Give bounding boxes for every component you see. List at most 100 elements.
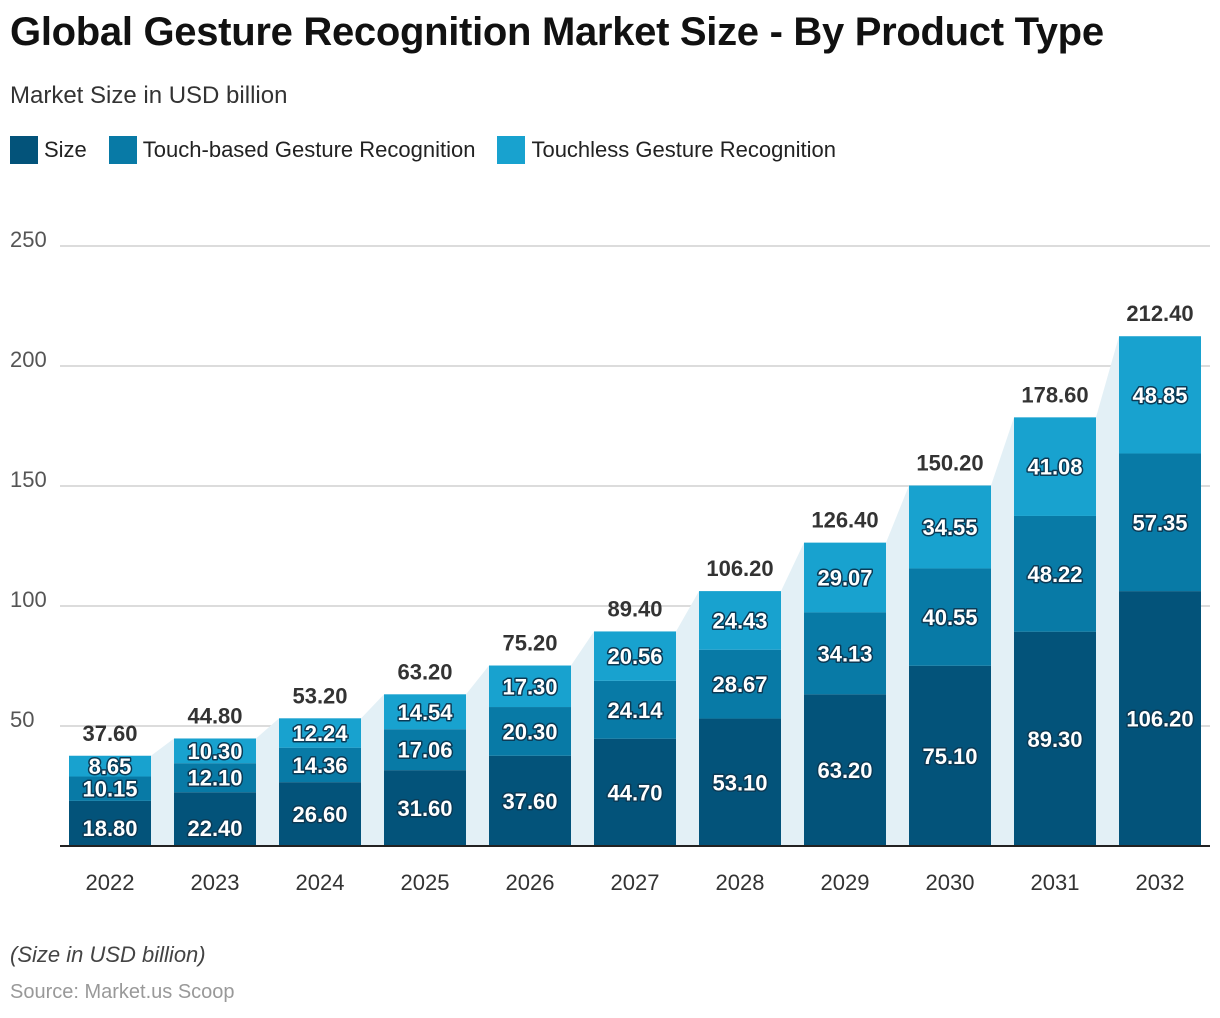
bar-2022-series-2 [69,755,151,777]
data-label-2032-series-0: 106.20 [1126,707,1193,732]
total-label-2028: 106.20 [706,556,773,581]
bar-2025-series-1 [384,729,466,771]
x-tick-label-2031: 2031 [1031,870,1080,895]
bar-2026-series-0 [489,755,571,846]
total-label-2031: 178.60 [1021,382,1088,407]
x-tick-label-2024: 2024 [296,870,345,895]
y-tick-label-150: 150 [10,467,47,492]
bar-2025-series-0 [384,770,466,846]
data-label-2022-series-0: 18.80 [82,816,137,841]
bar-2032-series-0 [1119,591,1201,846]
x-tick-label-2028: 2028 [716,870,765,895]
data-label-2023-series-2: 10.30 [187,739,242,764]
data-label-2028-series-1: 28.67 [712,672,767,697]
x-tick-label-2026: 2026 [506,870,555,895]
data-label-2024-series-1: 14.36 [292,753,347,778]
bar-2029-series-1 [804,612,886,695]
bar-2030-series-1 [909,568,991,666]
bar-2030-series-2 [909,485,991,569]
data-label-2026-series-2: 17.30 [502,674,557,699]
data-label-2030-series-0: 75.10 [922,744,977,769]
data-label-2026-series-0: 37.60 [502,789,557,814]
data-label-2023-series-1: 12.10 [187,766,242,791]
bar-2023-series-1 [174,763,256,793]
bar-2032-series-1 [1119,453,1201,592]
legend-swatch-touch-based [108,136,137,164]
data-label-2026-series-1: 20.30 [502,719,557,744]
data-label-2029-series-1: 34.13 [817,641,872,666]
legend-item-touchless: Touchless Gesture Recognition [497,136,836,164]
total-label-2024: 53.20 [292,683,347,708]
data-label-2032-series-1: 57.35 [1132,510,1187,535]
data-label-2029-series-2: 29.07 [817,566,872,591]
bar-2030-series-0 [909,665,991,846]
bar-2026-series-2 [489,665,571,708]
bar-2022-series-0 [69,800,151,846]
total-label-2022: 37.60 [82,721,137,746]
bar-2031-series-2 [1014,417,1096,516]
data-label-2030-series-2: 34.55 [922,515,977,540]
data-label-2024-series-0: 26.60 [292,802,347,827]
bar-2023-series-0 [174,792,256,846]
chart-title: Global Gesture Recognition Market Size -… [10,10,1104,54]
legend-item-size: Size [10,136,87,164]
x-tick-label-2025: 2025 [401,870,450,895]
data-label-2028-series-0: 53.10 [712,770,767,795]
bar-2022-series-1 [69,776,151,801]
data-label-2025-series-1: 17.06 [397,738,452,763]
x-tick-label-2022: 2022 [86,870,135,895]
total-label-2030: 150.20 [916,451,983,476]
x-tick-label-2032: 2032 [1136,870,1185,895]
data-label-2030-series-1: 40.55 [922,605,977,630]
bar-2025-series-2 [384,694,466,730]
legend-swatch-touchless [497,136,526,164]
bar-2024-series-0 [279,782,361,846]
data-label-2027-series-2: 20.56 [607,644,662,669]
bar-2031-series-1 [1014,515,1096,632]
bar-2029-series-2 [804,542,886,613]
bar-2028-series-0 [699,718,781,846]
bar-2032-series-2 [1119,336,1201,454]
data-label-2028-series-2: 24.43 [712,608,767,633]
legend-label-touch-based: Touch-based Gesture Recognition [142,137,476,162]
x-tick-label-2027: 2027 [611,870,660,895]
legend-swatch-size [10,136,38,164]
x-tick-label-2030: 2030 [926,870,975,895]
bar-2029-series-0 [804,694,886,846]
total-label-2029: 126.40 [811,508,878,533]
data-label-2024-series-2: 12.24 [292,721,348,746]
legend-item-touch-based: Touch-based Gesture Recognition [108,136,476,164]
chart-note: (Size in USD billion) [10,942,206,967]
chart-subtitle: Market Size in USD billion [10,82,288,109]
data-label-2031-series-2: 41.08 [1027,455,1082,480]
data-label-2025-series-2: 14.54 [397,700,453,725]
y-tick-label-100: 100 [10,587,47,612]
data-label-2032-series-2: 48.85 [1132,383,1187,408]
x-tick-label-2029: 2029 [821,870,870,895]
total-label-2026: 75.20 [502,631,557,656]
bar-2024-series-1 [279,747,361,783]
data-label-2022-series-2: 8.65 [89,754,132,779]
total-label-2032: 212.40 [1126,301,1193,326]
bar-2027-series-0 [594,738,676,846]
data-label-2027-series-0: 44.70 [607,780,662,805]
total-label-2027: 89.40 [607,596,662,621]
bar-2026-series-1 [489,707,571,756]
data-label-2023-series-0: 22.40 [187,816,242,841]
y-tick-label-50: 50 [10,707,34,732]
legend: Size Touch-based Gesture Recognition Tou… [10,136,858,164]
chart-source: Source: Market.us Scoop [10,981,235,1003]
data-label-2022-series-1: 10.15 [82,777,137,802]
data-label-2029-series-0: 63.20 [817,758,872,783]
data-label-2027-series-1: 24.14 [607,698,663,723]
data-label-2025-series-0: 31.60 [397,796,452,821]
data-label-2031-series-1: 48.22 [1027,562,1082,587]
bar-2023-series-2 [174,738,256,764]
bar-2027-series-2 [594,631,676,681]
bar-2028-series-2 [699,591,781,650]
total-label-2023: 44.80 [187,703,242,728]
legend-label-touchless: Touchless Gesture Recognition [531,137,836,162]
total-label-2025: 63.20 [397,659,452,684]
bar-2027-series-1 [594,680,676,739]
